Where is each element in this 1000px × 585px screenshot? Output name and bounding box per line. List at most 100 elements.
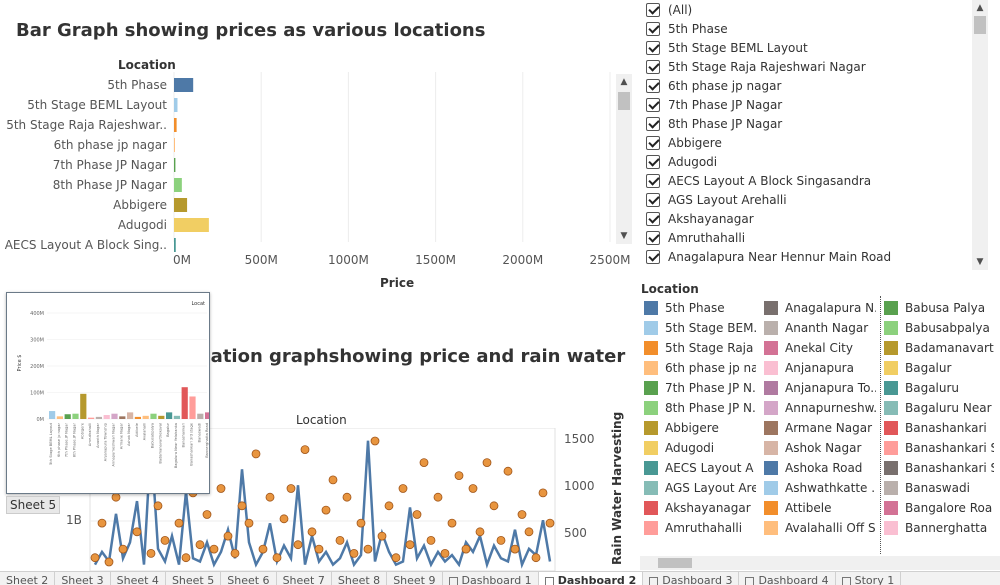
- sheet-tab[interactable]: Sheet 3: [55, 572, 111, 585]
- rain-water-point[interactable]: [342, 492, 352, 502]
- rain-water-point[interactable]: [370, 436, 380, 446]
- legend-item[interactable]: Banashankari: [884, 418, 994, 438]
- sheet-tab[interactable]: Sheet 6: [221, 572, 277, 585]
- rain-water-point[interactable]: [384, 501, 394, 511]
- filter-item[interactable]: Akshayanagar: [646, 209, 754, 228]
- legend-item[interactable]: Badamanavart: [884, 338, 994, 358]
- scrollbar-thumb[interactable]: [658, 558, 692, 568]
- bar-chart-scrollbar[interactable]: ▲ ▼: [616, 74, 632, 244]
- legend-item[interactable]: Banaswadi: [884, 478, 994, 498]
- rain-water-point[interactable]: [524, 527, 534, 537]
- legend-item[interactable]: Anjanapura: [764, 358, 876, 378]
- sheet-tab[interactable]: Sheet 5: [166, 572, 222, 585]
- sheet-tab[interactable]: Dashboard 2: [538, 572, 644, 585]
- checkbox-checked-icon[interactable]: [646, 135, 660, 150]
- checkbox-checked-icon[interactable]: [646, 116, 660, 131]
- rain-water-point[interactable]: [216, 484, 226, 493]
- legend-item[interactable]: Bagaluru: [884, 378, 994, 398]
- checkbox-checked-icon[interactable]: [646, 211, 660, 226]
- rain-water-point[interactable]: [489, 501, 499, 511]
- filter-item[interactable]: (All): [646, 0, 692, 19]
- bar-mark[interactable]: [174, 198, 188, 212]
- rain-water-point[interactable]: [482, 458, 492, 467]
- bar-mark[interactable]: [174, 218, 209, 232]
- rain-water-point[interactable]: [293, 540, 303, 550]
- legend-item[interactable]: Annapurneshw..: [764, 398, 876, 418]
- sheet-tab[interactable]: Sheet 9: [387, 572, 443, 585]
- sheet-tab[interactable]: Sheet 2: [0, 572, 56, 585]
- rain-water-point[interactable]: [405, 540, 415, 550]
- rain-water-point[interactable]: [426, 536, 436, 545]
- legend-item[interactable]: Attibele: [764, 498, 876, 518]
- scroll-down-icon[interactable]: ▼: [976, 257, 984, 267]
- rain-water-point[interactable]: [146, 549, 156, 558]
- combo-chart-location-header[interactable]: Location: [296, 413, 347, 427]
- rain-water-point[interactable]: [118, 544, 128, 554]
- bar-mark[interactable]: [174, 238, 176, 252]
- legend-item[interactable]: AECS Layout A ..: [644, 458, 756, 478]
- rain-water-point[interactable]: [531, 553, 541, 563]
- legend-item[interactable]: Ananth Nagar: [764, 318, 876, 338]
- checkbox-checked-icon[interactable]: [646, 2, 660, 17]
- rain-water-point[interactable]: [251, 449, 261, 459]
- bar-chart-location-header[interactable]: Location: [118, 58, 176, 72]
- legend-item[interactable]: Bagaluru Near: [884, 398, 994, 418]
- sheet-tab[interactable]: Story 1: [836, 572, 902, 585]
- filter-item[interactable]: Anagalapura Near Hennur Main Road: [646, 247, 891, 266]
- rain-water-point[interactable]: [307, 527, 317, 537]
- rain-water-point[interactable]: [468, 484, 478, 493]
- rain-water-point[interactable]: [181, 553, 191, 563]
- bar-category-label[interactable]: Adugodi: [118, 218, 167, 232]
- bar-category-label[interactable]: 5th Stage Raja Rajeshwar..: [6, 118, 167, 132]
- rain-water-point[interactable]: [391, 553, 401, 563]
- filter-item[interactable]: AECS Layout A Block Singasandra: [646, 171, 871, 190]
- bar-mark[interactable]: [174, 178, 182, 192]
- rain-water-point[interactable]: [153, 501, 163, 511]
- legend-item[interactable]: Abbigere: [644, 418, 756, 438]
- checkbox-checked-icon[interactable]: [646, 154, 660, 169]
- legend-item[interactable]: Avalahalli Off S..: [764, 518, 876, 538]
- rain-water-point[interactable]: [419, 458, 429, 467]
- scroll-down-icon[interactable]: ▼: [620, 231, 628, 241]
- sheet-tab[interactable]: Dashboard 3: [643, 572, 740, 585]
- rain-water-point[interactable]: [517, 510, 527, 519]
- rain-water-point[interactable]: [377, 531, 387, 541]
- checkbox-checked-icon[interactable]: [646, 192, 660, 207]
- scrollbar-thumb[interactable]: [618, 92, 630, 110]
- rain-water-point[interactable]: [237, 501, 247, 511]
- bar-category-label[interactable]: 5th Stage BEML Layout: [27, 98, 167, 112]
- filter-item[interactable]: Abbigere: [646, 133, 722, 152]
- legend-item[interactable]: Bangalore Roa: [884, 498, 994, 518]
- rain-water-point[interactable]: [503, 466, 513, 476]
- rain-water-point[interactable]: [510, 544, 520, 554]
- bar-mark[interactable]: [174, 98, 178, 112]
- rain-water-point[interactable]: [398, 484, 408, 493]
- bar-category-label[interactable]: Abbigere: [113, 198, 167, 212]
- bar-category-label[interactable]: 6th phase jp nagar: [54, 138, 167, 152]
- bar-mark[interactable]: [174, 138, 175, 152]
- filter-scrollbar[interactable]: ▲ ▼: [972, 0, 988, 270]
- rain-water-point[interactable]: [111, 492, 121, 502]
- rain-water-point[interactable]: [545, 518, 555, 528]
- rain-water-point[interactable]: [174, 518, 184, 528]
- rain-water-point[interactable]: [272, 553, 282, 563]
- legend-item[interactable]: 5th Stage Raja ..: [644, 338, 756, 358]
- rain-water-point[interactable]: [440, 549, 450, 558]
- legend-item[interactable]: Armane Nagar: [764, 418, 876, 438]
- legend-item[interactable]: Anagalapura N..: [764, 298, 876, 318]
- rain-water-point[interactable]: [104, 557, 114, 567]
- rain-water-point[interactable]: [496, 536, 506, 545]
- legend-item[interactable]: Banashankari S: [884, 438, 994, 458]
- rain-water-point[interactable]: [349, 549, 359, 558]
- rain-water-point[interactable]: [461, 544, 471, 554]
- rain-water-point[interactable]: [279, 514, 289, 524]
- filter-item[interactable]: 5th Stage BEML Layout: [646, 38, 808, 57]
- bar-category-label[interactable]: 8th Phase JP Nagar: [53, 178, 167, 192]
- price-line[interactable]: [93, 440, 552, 569]
- legend-item[interactable]: 5th Stage BEM..: [644, 318, 756, 338]
- filter-item[interactable]: Amruthahalli: [646, 228, 745, 247]
- scroll-up-icon[interactable]: ▲: [976, 3, 984, 13]
- legend-item[interactable]: 7th Phase JP N..: [644, 378, 756, 398]
- sheet-tab[interactable]: Sheet 8: [332, 572, 388, 585]
- bar-mark[interactable]: [174, 118, 177, 132]
